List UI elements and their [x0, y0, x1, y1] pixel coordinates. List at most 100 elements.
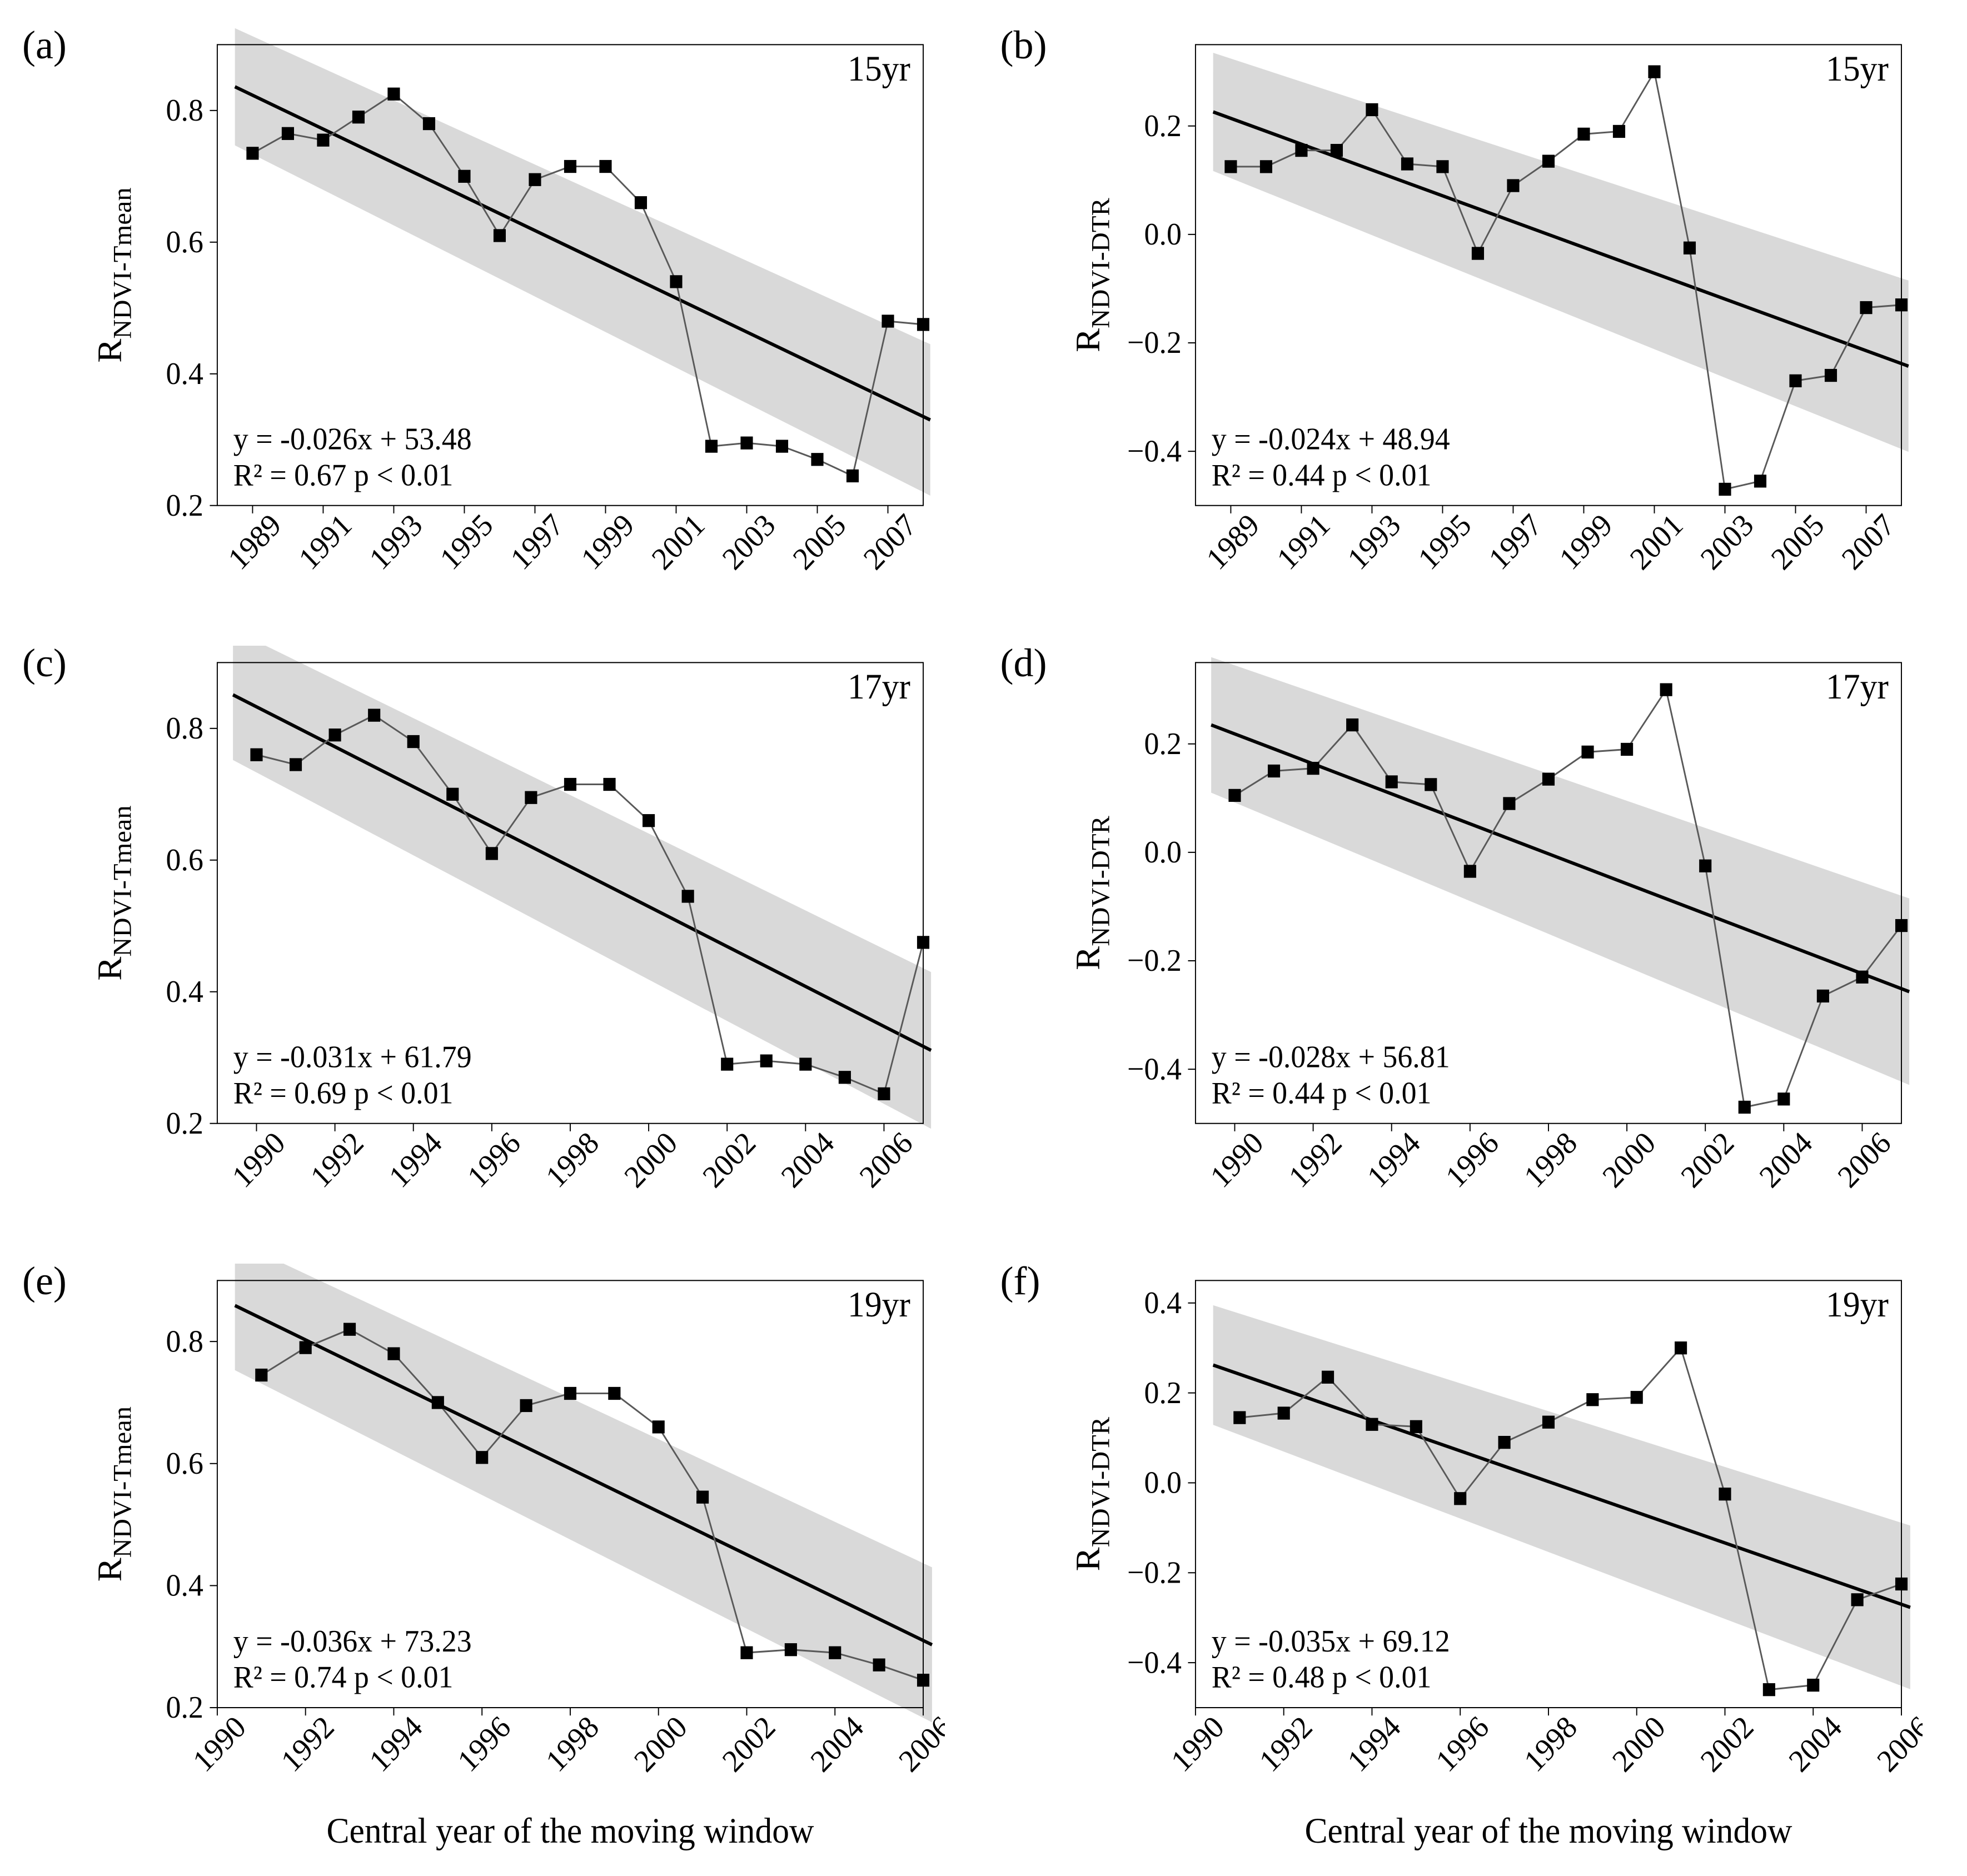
data-marker — [839, 1071, 850, 1084]
data-marker — [300, 1341, 311, 1354]
panel-body: −0.4−0.20.00.219901992199419961998200020… — [1067, 646, 1923, 1236]
xtick-label: 1991 — [1270, 507, 1336, 576]
data-marker — [1507, 179, 1518, 192]
data-marker — [1777, 1093, 1789, 1105]
xlabel: Central year of the moving window — [1304, 1810, 1792, 1850]
data-marker — [670, 276, 682, 288]
panel-body: 0.20.40.60.81990199219941996199820002002… — [89, 1264, 945, 1854]
xtick-label: 2005 — [1764, 507, 1830, 576]
ytick-label: −0.2 — [1127, 325, 1182, 360]
data-marker — [1586, 1394, 1598, 1406]
data-marker — [368, 709, 380, 721]
data-marker — [1307, 762, 1319, 774]
data-marker — [1366, 1418, 1377, 1430]
data-marker — [564, 778, 576, 790]
data-marker — [1675, 1342, 1686, 1354]
data-marker — [1860, 301, 1871, 313]
xtick-label: 2004 — [1752, 1125, 1818, 1194]
xtick-label: 2002 — [1694, 1709, 1759, 1778]
ytick-label: 0.2 — [166, 1106, 203, 1141]
ytick-label: 0.2 — [166, 1690, 203, 1725]
ytick-label: 0.2 — [1144, 108, 1181, 143]
xtick-label: 1999 — [575, 507, 640, 576]
xtick-label: 1989 — [1199, 507, 1265, 576]
data-marker — [1789, 375, 1801, 387]
data-marker — [520, 1399, 532, 1411]
ytick-label: 0.8 — [166, 711, 203, 746]
xtick-label: 1992 — [1253, 1709, 1318, 1778]
data-marker — [525, 791, 537, 804]
xtick-label: 1998 — [1517, 1125, 1583, 1194]
data-marker — [609, 1387, 620, 1399]
xtick-label: 2004 — [1782, 1709, 1848, 1778]
data-marker — [388, 1348, 400, 1360]
panel-body: −0.4−0.20.00.219891991199319951997199920… — [1067, 28, 1923, 618]
data-marker — [1699, 860, 1711, 872]
data-marker — [1472, 247, 1483, 260]
data-marker — [1613, 125, 1625, 137]
ci-band — [1213, 53, 1908, 452]
panel-letter: (c) — [22, 640, 67, 686]
data-marker — [282, 127, 293, 139]
xtick-label: 2007 — [1835, 507, 1900, 576]
panel-body: −0.4−0.20.00.20.419901992199419961998200… — [1067, 1264, 1923, 1854]
xtick-label: 2000 — [1606, 1709, 1671, 1778]
ytick-label: 0.4 — [166, 356, 203, 391]
data-marker — [1542, 1416, 1554, 1428]
corner-label: 19yr — [1826, 1285, 1889, 1325]
ylabel: RNDVI-DTR — [1069, 198, 1115, 352]
xtick-label: 1997 — [1482, 507, 1547, 576]
data-marker — [1401, 158, 1413, 170]
data-marker — [564, 160, 576, 172]
ytick-label: 0.2 — [1144, 726, 1181, 761]
data-marker — [1648, 66, 1660, 78]
xtick-label: 2000 — [1596, 1125, 1661, 1194]
ytick-label: 0.0 — [1144, 217, 1181, 252]
corner-label: 19yr — [848, 1285, 910, 1325]
xtick-label: 2004 — [804, 1709, 870, 1778]
eq-line1: y = -0.028x + 56.81 — [1211, 1039, 1450, 1074]
data-marker — [432, 1396, 444, 1409]
data-marker — [329, 729, 341, 741]
data-marker — [846, 470, 858, 482]
data-marker — [423, 117, 435, 129]
panel-letter: (f) — [1000, 1258, 1040, 1304]
xtick-label: 1996 — [451, 1709, 517, 1778]
ytick-label: 0.0 — [1144, 835, 1181, 870]
xtick-label: 2007 — [857, 507, 923, 576]
eq-line1: y = -0.035x + 69.12 — [1211, 1624, 1450, 1659]
ytick-label: 0.6 — [166, 1446, 203, 1481]
data-marker — [1631, 1391, 1642, 1404]
ytick-label: 0.8 — [166, 1324, 203, 1359]
corner-label: 17yr — [1826, 667, 1889, 707]
data-marker — [1763, 1684, 1775, 1696]
xtick-label: 1996 — [1439, 1125, 1505, 1194]
xtick-label: 1990 — [226, 1125, 291, 1194]
ytick-label: 0.2 — [166, 488, 203, 523]
xtick-label: 2003 — [1694, 507, 1759, 576]
xtick-label: 1994 — [363, 1709, 429, 1778]
data-marker — [476, 1451, 488, 1464]
data-marker — [1331, 144, 1342, 156]
data-marker — [873, 1659, 885, 1671]
data-marker — [604, 778, 615, 790]
ytick-label: 0.4 — [166, 1568, 203, 1603]
trend-line — [233, 695, 931, 1050]
data-marker — [486, 847, 497, 860]
data-marker — [251, 749, 262, 761]
data-marker — [741, 1647, 753, 1659]
data-marker — [1807, 1679, 1819, 1691]
ylabel: RNDVI-Tmean — [91, 187, 137, 362]
data-marker — [1684, 242, 1695, 254]
data-marker — [1366, 103, 1377, 116]
corner-label: 15yr — [1826, 49, 1889, 89]
xtick-label: 2004 — [775, 1125, 840, 1194]
data-marker — [882, 315, 894, 327]
panel-body: 0.20.40.60.81989199119931995199719992001… — [89, 28, 945, 618]
data-marker — [1739, 1101, 1750, 1113]
xtick-label: 1993 — [363, 507, 429, 576]
data-marker — [1825, 369, 1836, 381]
panel-letter: (e) — [22, 1258, 67, 1304]
xtick-label: 1993 — [1341, 507, 1406, 576]
eq-line2: R² = 0.44 p < 0.01 — [1211, 1075, 1431, 1110]
